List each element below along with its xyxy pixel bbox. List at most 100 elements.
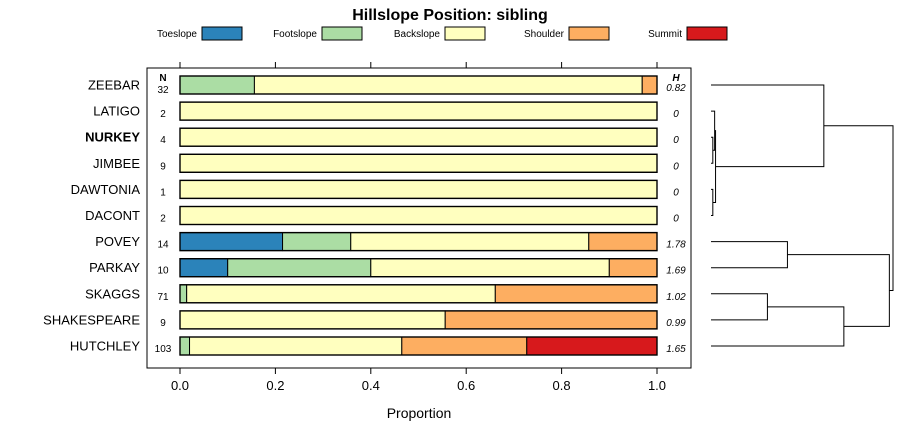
n-value-zeebar: 32 bbox=[157, 85, 169, 96]
bar-parkay-toeslope bbox=[179, 258, 229, 278]
legend-label-summit: Summit bbox=[648, 29, 682, 40]
n-value-jimbee: 9 bbox=[160, 161, 166, 172]
category-label-nurkey: NURKEY bbox=[85, 130, 140, 145]
bar-skaggs-backslope bbox=[186, 284, 496, 304]
bar-dawtonia-backslope bbox=[179, 179, 658, 199]
category-label-povey: POVEY bbox=[95, 234, 140, 249]
bar-parkay-backslope bbox=[370, 258, 610, 278]
n-value-parkay: 10 bbox=[157, 266, 169, 277]
legend-label-backslope: Backslope bbox=[394, 29, 441, 40]
dendrogram bbox=[711, 84, 894, 347]
bar-hutchley-backslope bbox=[189, 336, 403, 356]
dendrogram-branch-8 bbox=[711, 306, 845, 347]
category-label-jimbee: JIMBEE bbox=[93, 156, 140, 171]
bar-parkay-shoulder bbox=[608, 258, 658, 278]
category-label-dacont: DACONT bbox=[85, 208, 140, 223]
bar-outline-zeebar bbox=[179, 75, 658, 95]
n-value-hutchley: 103 bbox=[155, 344, 172, 355]
plot-frame bbox=[146, 67, 692, 369]
bar-hutchley-footslope bbox=[179, 336, 191, 356]
x-tick-label-2: 0.4 bbox=[362, 378, 380, 393]
legend-swatch-summit bbox=[686, 26, 728, 41]
n-value-dawtonia: 1 bbox=[160, 187, 166, 198]
dendrogram-branch-5 bbox=[711, 84, 825, 168]
bar-shakespeare-backslope bbox=[179, 310, 446, 330]
rows: ZEEBAR 32 0.82 LATIGO 2 0 NURKEY 4 0 JIMBEE 9 0 DAWT… bbox=[43, 75, 686, 356]
n-column-header: N bbox=[159, 73, 166, 84]
bar-povey-shoulder bbox=[588, 232, 658, 252]
legend-swatch-shoulder bbox=[568, 26, 610, 41]
n-value-povey: 14 bbox=[157, 240, 169, 251]
dendrogram-branch-9 bbox=[787, 254, 890, 327]
h-value-povey: 1.78 bbox=[666, 240, 686, 251]
legend-label-toeslope: Toeslope bbox=[157, 29, 197, 40]
category-label-dawtonia: DAWTONIA bbox=[71, 182, 141, 197]
category-label-zeebar: ZEEBAR bbox=[88, 78, 140, 93]
bar-zeebar-shoulder bbox=[641, 75, 658, 95]
h-value-shakespeare: 0.99 bbox=[666, 318, 686, 329]
legend-swatch-toeslope bbox=[201, 26, 243, 41]
bar-povey-backslope bbox=[350, 232, 590, 252]
bar-parkay-footslope bbox=[227, 258, 372, 278]
h-column-header: H bbox=[672, 73, 680, 84]
h-value-parkay: 1.69 bbox=[666, 266, 686, 277]
bar-zeebar-backslope bbox=[253, 75, 643, 95]
bar-nurkey-backslope bbox=[179, 127, 658, 147]
category-label-parkay: PARKAY bbox=[89, 260, 140, 275]
bar-skaggs-footslope bbox=[179, 284, 188, 304]
x-tick-label-0: 0.0 bbox=[171, 378, 189, 393]
bar-dacont-backslope bbox=[179, 206, 658, 225]
dendrogram-branch-2 bbox=[711, 188, 714, 216]
n-value-latigo: 2 bbox=[160, 109, 166, 120]
x-tick-label-3: 0.6 bbox=[457, 378, 475, 393]
bar-latigo-backslope bbox=[179, 101, 658, 121]
h-value-nurkey: 0 bbox=[673, 135, 679, 146]
category-label-skaggs: SKAGGS bbox=[85, 286, 140, 301]
dendrogram-branch-7 bbox=[711, 293, 768, 321]
dendrogram-branch-6 bbox=[711, 241, 788, 269]
n-value-skaggs: 71 bbox=[157, 292, 169, 303]
bar-skaggs-shoulder bbox=[494, 284, 658, 304]
h-value-jimbee: 0 bbox=[673, 161, 679, 172]
bar-jimbee-backslope bbox=[179, 153, 658, 173]
x-axis: 0.0 0.2 0.4 0.6 0.8 1.0 bbox=[171, 62, 666, 393]
x-tick-label-1: 0.2 bbox=[266, 378, 284, 393]
h-value-dacont: 0 bbox=[673, 214, 679, 225]
bar-outline-povey bbox=[179, 231, 658, 252]
bar-povey-footslope bbox=[282, 232, 352, 252]
h-value-skaggs: 1.02 bbox=[666, 292, 686, 303]
legend: Toeslope Footslope Backslope Shoulder Summit bbox=[157, 26, 728, 41]
bar-outline-latigo bbox=[179, 101, 658, 121]
chart-title: Hillslope Position: sibling bbox=[352, 7, 548, 24]
dendrogram-branch-10 bbox=[823, 125, 894, 292]
h-value-dawtonia: 0 bbox=[673, 187, 679, 198]
bar-outline-parkay bbox=[179, 258, 658, 278]
n-value-shakespeare: 9 bbox=[160, 318, 166, 329]
category-label-hutchley: HUTCHLEY bbox=[70, 339, 140, 354]
bar-outline-shakespeare bbox=[179, 310, 658, 330]
bar-outline-dawtonia bbox=[179, 179, 658, 200]
bar-zeebar-footslope bbox=[179, 75, 255, 95]
legend-label-footslope: Footslope bbox=[273, 29, 317, 40]
category-label-shakespeare: SHAKESPEARE bbox=[43, 312, 140, 327]
category-label-latigo: LATIGO bbox=[93, 104, 140, 119]
bar-outline-dacont bbox=[179, 205, 658, 226]
legend-swatch-backslope bbox=[444, 26, 486, 41]
n-value-dacont: 2 bbox=[160, 214, 166, 225]
bar-hutchley-summit bbox=[526, 336, 658, 356]
bar-outline-skaggs bbox=[179, 284, 658, 304]
bar-outline-jimbee bbox=[179, 153, 658, 174]
bar-hutchley-shoulder bbox=[401, 336, 528, 356]
n-value-nurkey: 4 bbox=[160, 135, 166, 146]
x-tick-label-5: 1.0 bbox=[648, 378, 666, 393]
bar-outline-nurkey bbox=[179, 127, 658, 147]
dendrogram-branch-1 bbox=[711, 136, 714, 164]
legend-label-shoulder: Shoulder bbox=[524, 29, 565, 40]
h-value-hutchley: 1.65 bbox=[666, 344, 686, 355]
x-tick-label-4: 0.8 bbox=[553, 378, 571, 393]
x-axis-label: Proportion bbox=[387, 405, 452, 421]
bar-povey-toeslope bbox=[179, 232, 284, 252]
h-value-latigo: 0 bbox=[673, 109, 679, 120]
legend-swatch-footslope bbox=[321, 26, 363, 41]
